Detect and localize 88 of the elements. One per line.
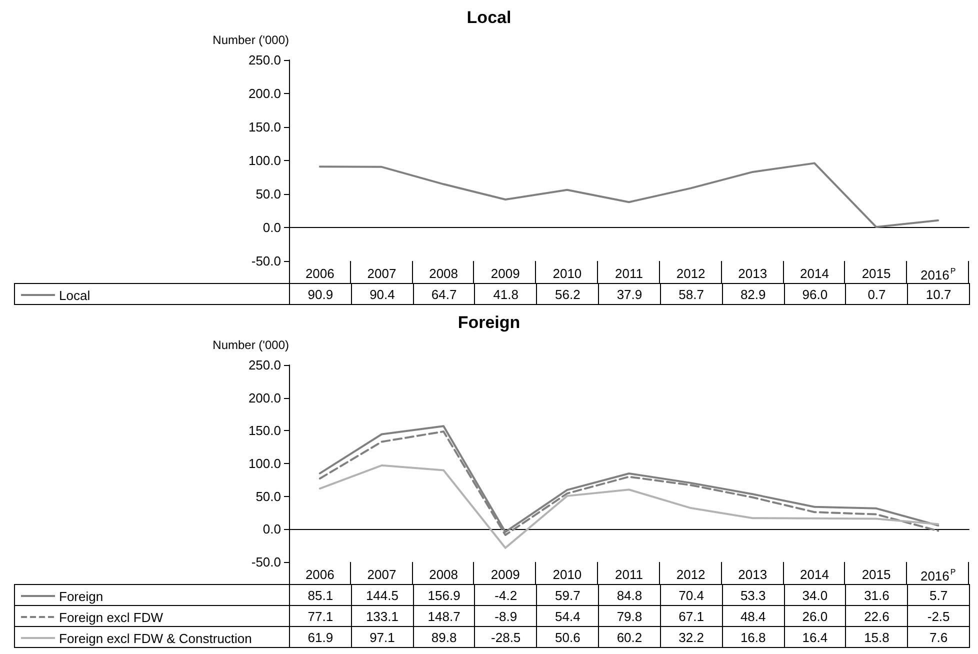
data-label: 67.1 xyxy=(660,606,722,626)
x-tick-label: 2008 xyxy=(429,266,458,281)
data-label: 89.8 xyxy=(413,626,475,648)
x-tick-label: 2010 xyxy=(552,266,582,281)
data-label: 37.9 xyxy=(598,284,660,304)
x-tick-label: 2006 xyxy=(305,266,334,281)
data-label: -4.2 xyxy=(474,584,537,606)
y-tick-label: 150.0 xyxy=(248,423,281,438)
data-label: 90.9 xyxy=(290,284,352,304)
data-label: 10.7 xyxy=(908,284,970,304)
x-tick-label: 2014 xyxy=(800,567,829,582)
data-label: 61.9 xyxy=(290,626,352,648)
y-axis-title: Number ('000) xyxy=(212,33,289,47)
data-label: 7.6 xyxy=(908,626,970,648)
x-tick-label: 2011 xyxy=(615,266,643,281)
data-label: 34.0 xyxy=(784,584,846,606)
y-tick-label: 0.0 xyxy=(262,522,281,537)
x-tick-label: 2013 xyxy=(738,266,768,281)
y-tick-label: 250.0 xyxy=(248,52,281,68)
legend-label: Foreign excl FDW & Construction xyxy=(59,630,252,646)
x-tick-label: 2015 xyxy=(862,266,891,281)
y-axis-title: Number ('000) xyxy=(212,338,289,352)
data-label: 82.9 xyxy=(722,284,784,304)
y-tick-label: 250.0 xyxy=(248,358,281,372)
data-label: 64.7 xyxy=(413,284,475,304)
x-tick-label: 2013 xyxy=(738,567,768,582)
chart-title: Foreign xyxy=(458,313,520,332)
data-label: 41.8 xyxy=(474,284,537,304)
data-label: 96.0 xyxy=(784,284,846,304)
data-label: 90.4 xyxy=(351,284,414,304)
x-tick-label: 2015 xyxy=(862,567,891,582)
y-tick-label: 0.0 xyxy=(262,220,281,235)
y-tick-label: 50.0 xyxy=(256,488,281,504)
data-label: 53.3 xyxy=(722,584,784,606)
x-tick-label: 2007 xyxy=(367,266,396,281)
x-tick-label: 2007 xyxy=(367,567,396,582)
y-tick-label: 50.0 xyxy=(256,186,281,202)
x-tick-label: 2008 xyxy=(429,567,458,582)
data-label: 31.6 xyxy=(846,584,908,606)
data-label: 54.4 xyxy=(536,606,599,626)
data-label: 48.4 xyxy=(722,606,784,626)
x-tick-label: 2012 xyxy=(676,266,706,281)
data-label: 5.7 xyxy=(908,584,970,606)
data-label: -8.9 xyxy=(474,606,537,626)
data-label: 97.1 xyxy=(351,626,414,648)
y-tick-label: 100.0 xyxy=(248,153,281,168)
data-label: 32.2 xyxy=(660,626,722,648)
x-tick-label: 2006 xyxy=(305,567,334,582)
x-tick-label: 2012 xyxy=(676,567,706,582)
chart-title: Local xyxy=(466,8,512,27)
data-label: 79.8 xyxy=(598,606,660,626)
data-label: 15.8 xyxy=(846,626,908,648)
line-series xyxy=(318,162,940,228)
data-label: 133.1 xyxy=(351,606,414,626)
y-tick-label: 200.0 xyxy=(248,86,281,101)
data-label: 0.7 xyxy=(846,284,908,304)
y-tick-label: 100.0 xyxy=(248,456,281,471)
x-tick-label: 2009 xyxy=(490,567,520,582)
data-label: -2.5 xyxy=(908,606,970,626)
data-label: 148.7 xyxy=(413,606,475,626)
data-label: 16.4 xyxy=(784,626,846,648)
data-label: 156.9 xyxy=(413,584,475,606)
data-label: 16.8 xyxy=(722,626,784,648)
legend-label: Foreign excl FDW xyxy=(59,610,164,625)
data-label: 84.8 xyxy=(598,584,660,606)
data-label: 22.6 xyxy=(846,606,908,626)
legend-label: Foreign xyxy=(59,588,104,604)
legend-label: Local xyxy=(59,288,90,303)
data-label: 59.7 xyxy=(536,584,599,606)
y-tick-label: 200.0 xyxy=(248,390,281,406)
y-tick-label: 150.0 xyxy=(248,120,281,134)
data-label: 77.1 xyxy=(290,606,352,626)
x-tick-label: 2014 xyxy=(800,266,829,281)
data-label: 56.2 xyxy=(536,284,599,304)
data-label: 144.5 xyxy=(351,584,414,606)
data-label: 50.6 xyxy=(536,626,599,648)
line-series xyxy=(318,464,940,549)
x-tick-label: 2010 xyxy=(552,567,582,582)
data-label: 26.0 xyxy=(784,606,846,626)
y-tick-label: -50.0 xyxy=(251,254,281,268)
data-label: -28.5 xyxy=(474,626,537,648)
y-tick-label: -50.0 xyxy=(251,554,281,570)
data-label: 60.2 xyxy=(598,626,660,648)
x-tick-label: 2011 xyxy=(615,567,643,582)
x-tick-label: 2009 xyxy=(490,266,520,281)
data-label: 58.7 xyxy=(660,284,722,304)
data-label: 70.4 xyxy=(660,584,722,606)
data-label: 85.1 xyxy=(290,584,352,606)
